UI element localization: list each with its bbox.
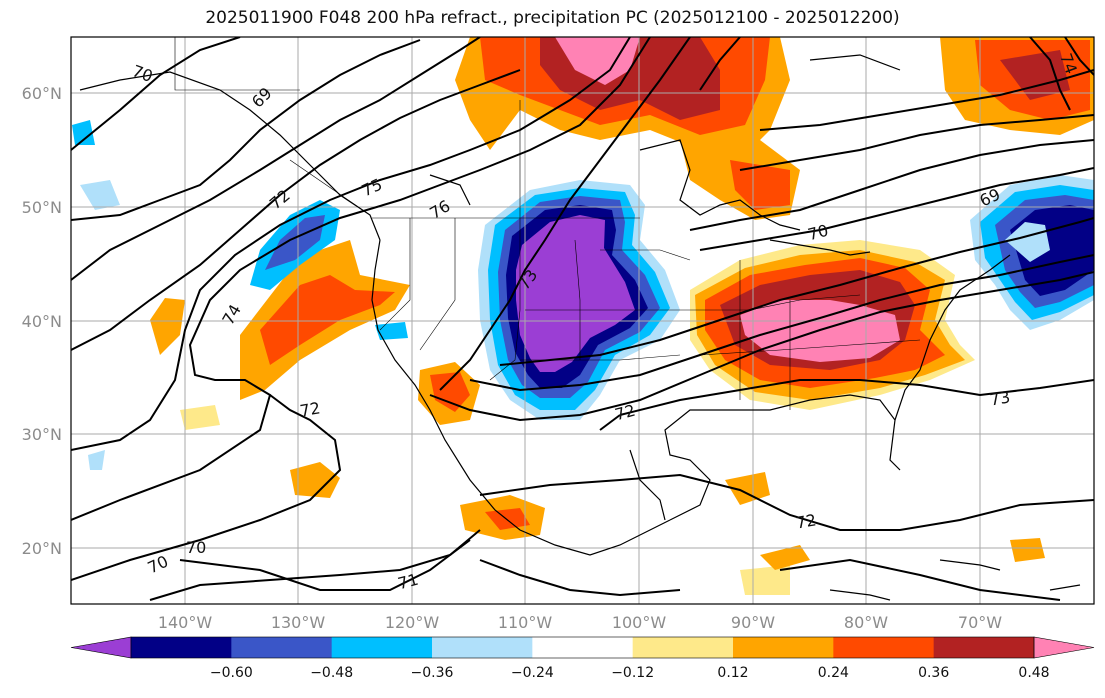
precip-positive-northeast [940,37,1094,135]
colorbar-segment [432,637,533,658]
refractivity-contours [71,37,1094,601]
colorbar-tick-label: −0.12 [611,665,654,681]
colorbar-labels: −0.60 −0.48 −0.36 −0.24 −0.12 0.12 0.24 0.36 0.4… [210,665,1050,681]
lat-label: 30°N [22,425,62,444]
contour-label: 71 [396,570,421,594]
lon-label: 130°W [271,613,326,632]
colorbar [70,636,1095,659]
colorbar-extend-high [1033,636,1095,659]
colorbar-outline [130,636,1035,659]
lat-label: 20°N [22,539,62,558]
colorbar-segment [933,637,1035,658]
colorbar-tick-label: 0.48 [1018,665,1049,681]
lon-labels: 140°W 130°W 120°W 110°W 100°W 90°W 80°W … [158,613,1002,632]
colorbar-segment [833,637,935,658]
contour-label: 73 [988,387,1011,409]
lon-label: 70°W [958,613,1002,632]
precip-negative-pacific-nw [72,120,408,470]
colorbar-tick-label: −0.48 [310,665,353,681]
contour-label: 72 [613,401,638,425]
lon-label: 100°W [612,613,667,632]
colorbar-tick-label: −0.60 [210,665,253,681]
lon-label: 140°W [158,613,213,632]
colorbar-tick-label: −0.24 [511,665,554,681]
colorbar-extend-low [70,636,132,659]
lon-label: 90°W [731,613,775,632]
colorbar-segment [131,637,232,658]
colorbar-tick-label: 0.24 [818,665,849,681]
colorbar-segment [331,637,433,658]
lat-label: 40°N [22,312,62,331]
lat-label: 50°N [22,198,62,217]
lon-label: 120°W [385,613,440,632]
colorbar-tick-label: 0.36 [918,665,949,681]
lat-label: 60°N [22,84,62,103]
lon-label: 80°W [844,613,888,632]
contour-label: 70 [806,221,831,245]
graticule [71,37,1094,604]
colorbar-tick-label: −0.36 [411,665,454,681]
contour-label: 70 [186,538,206,557]
map-border [70,36,1095,605]
lon-label: 110°W [498,613,553,632]
precip-positive-canada [455,37,800,220]
lat-labels: 60°N 50°N 40°N 30°N 20°N [22,84,62,558]
colorbar-segment [231,637,333,658]
colorbar-segment [733,637,834,658]
colorbar-segment [532,637,634,658]
contour-label: 72 [298,398,321,420]
map-title: 2025011900 F048 200 hPa refract., precip… [205,8,900,28]
contour-label: 72 [794,510,817,532]
precip-negative-atlantic [970,175,1094,330]
colorbar-segment [632,637,734,658]
state-borders [174,37,921,410]
colorbar-tick-label: 0.12 [717,665,748,681]
